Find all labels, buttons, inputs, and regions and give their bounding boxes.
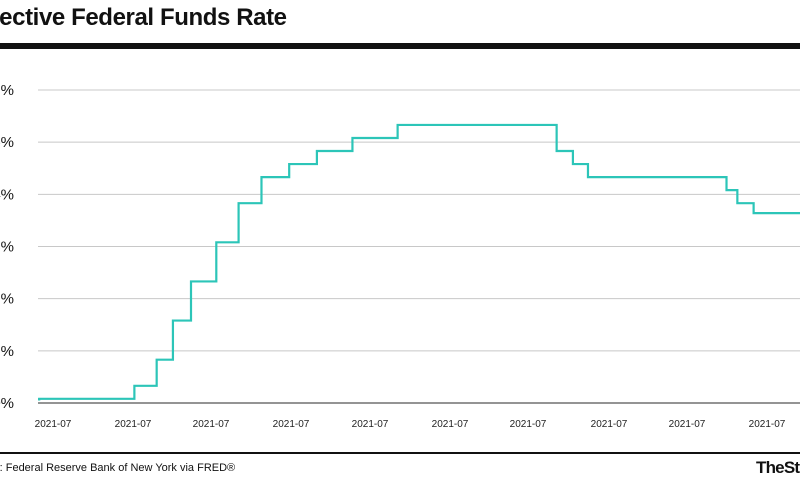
x-tick-label: 2021-07 xyxy=(115,419,152,430)
x-tick-label: 2021-07 xyxy=(352,419,389,430)
x-tick-label: 2021-07 xyxy=(591,419,628,430)
x-tick-label: 2021-07 xyxy=(273,419,310,430)
x-tick-label: 2021-07 xyxy=(749,419,786,430)
rate-chart: %5%4%3%2%1%0% 2021-072021-072021-072021-… xyxy=(0,82,800,430)
x-tick-label: 2021-07 xyxy=(193,419,230,430)
y-tick-label: 3% xyxy=(0,239,14,256)
x-axis-ticks: 2021-07 2021-07 2021-07 2021-07 2021-07 2021-… xyxy=(35,419,786,430)
y-tick-label: 4% xyxy=(0,186,14,203)
effective-rate-line xyxy=(38,123,800,401)
brand-logo: TheStr xyxy=(756,458,800,477)
y-tick-label: 2% xyxy=(0,291,14,308)
y-axis-ticks: % 5% 4% 3% 2% 1% 0% xyxy=(0,82,14,412)
x-tick-label: 2021-07 xyxy=(432,419,469,430)
chart-title: ffective Federal Funds Rate xyxy=(0,4,287,31)
footer-rule xyxy=(0,452,800,454)
y-tick-label: 0% xyxy=(0,395,14,412)
y-tick-label: % xyxy=(1,82,14,99)
gridlines xyxy=(38,89,800,404)
title-rule xyxy=(0,43,800,49)
x-tick-label: 2021-07 xyxy=(35,419,72,430)
source-note: ce: Federal Reserve Bank of New York via… xyxy=(0,462,236,474)
y-tick-label: 1% xyxy=(0,343,14,360)
x-tick-label: 2021-07 xyxy=(669,419,706,430)
y-tick-label: 5% xyxy=(0,134,14,151)
x-tick-label: 2021-07 xyxy=(510,419,547,430)
